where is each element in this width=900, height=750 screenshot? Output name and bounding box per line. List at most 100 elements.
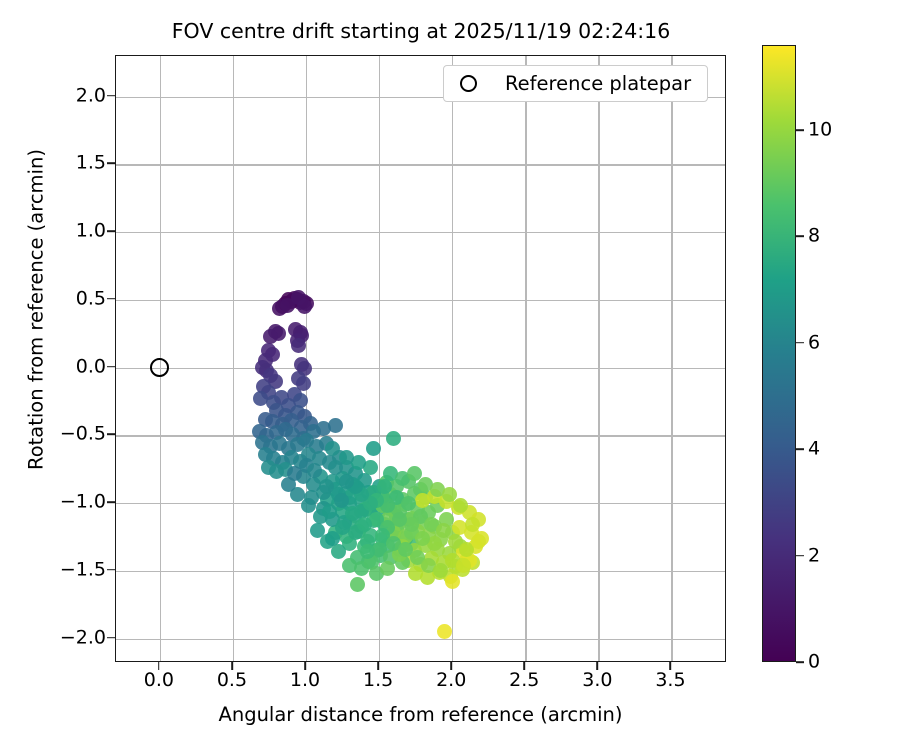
legend-box[interactable]: Reference platepar <box>443 65 709 102</box>
colorbar-tick-mark <box>796 661 804 663</box>
scatter-point <box>465 517 481 533</box>
x-tick-label: 0.0 <box>143 669 174 691</box>
scatter-point <box>324 441 340 457</box>
y-tick-mark <box>107 230 115 232</box>
x-tick-label: 2.5 <box>509 669 540 691</box>
scatter-point <box>356 517 372 533</box>
scatter-point <box>292 392 308 408</box>
scatter-point <box>310 522 326 538</box>
scatter-point <box>339 449 355 465</box>
x-tick-label: 1.5 <box>363 669 394 691</box>
gridline-vertical <box>525 56 527 661</box>
scatter-point <box>327 418 343 434</box>
colorbar-tick-label: 6 <box>808 331 821 354</box>
scatter-point <box>408 566 424 582</box>
scatter-point <box>365 441 381 457</box>
reference-platepar-marker <box>150 358 170 378</box>
scatter-point <box>471 533 486 549</box>
scatter-point <box>459 541 475 557</box>
gridline-horizontal <box>116 435 725 437</box>
scatter-point <box>286 465 302 481</box>
scatter-point <box>403 517 419 533</box>
plot-axes[interactable]: Reference platepar <box>115 55 726 662</box>
gridline-vertical <box>379 56 381 661</box>
gridline-horizontal <box>116 164 725 166</box>
gridline-vertical <box>671 56 673 661</box>
scatter-point <box>397 541 413 557</box>
scatter-point <box>424 517 440 533</box>
scatter-point <box>374 528 390 544</box>
gridline-horizontal <box>116 232 725 234</box>
scatter-point <box>456 557 472 573</box>
colorbar-tick-label: 4 <box>808 437 821 460</box>
colorbar[interactable] <box>762 45 796 662</box>
scatter-point <box>362 460 378 476</box>
scatter-point <box>406 465 422 481</box>
scatter-point <box>279 297 295 313</box>
scatter-point <box>427 536 443 552</box>
x-axis-tick-labels: 0.0 0.5 1.0 1.5 2.0 2.5 3.0 3.5 <box>115 671 726 697</box>
scatter-point <box>333 492 349 508</box>
x-tick-mark <box>596 662 599 670</box>
scatter-point <box>316 421 332 437</box>
colorbar-tick-mark <box>796 342 804 344</box>
scatter-point <box>321 503 337 519</box>
x-tick-label: 3.0 <box>582 669 613 691</box>
scatter-point <box>433 563 448 579</box>
scatter-point <box>304 490 320 506</box>
x-tick-mark <box>158 662 160 670</box>
scatter-point <box>377 479 393 495</box>
scatter-point <box>289 487 305 503</box>
scatter-point <box>452 520 467 535</box>
y-tick-label: −0.5 <box>59 422 106 445</box>
scatter-point <box>345 506 361 522</box>
scatter-point <box>351 454 367 470</box>
x-tick-mark <box>523 662 526 670</box>
scatter-point <box>386 430 402 446</box>
y-tick-label: 2.0 <box>75 84 106 107</box>
scatter-point <box>392 511 408 527</box>
y-tick-mark <box>107 501 115 503</box>
scatter-point <box>327 460 343 476</box>
scatter-layer <box>116 56 725 661</box>
chart-title: FOV centre drift starting at 2025/11/19 … <box>171 19 671 43</box>
gridline-horizontal <box>116 96 725 98</box>
scatter-point <box>380 560 396 576</box>
scatter-point <box>291 338 307 354</box>
scatter-point <box>368 566 384 582</box>
x-tick-mark <box>304 662 306 670</box>
y-tick-mark <box>107 94 115 97</box>
x-tick-mark <box>669 662 672 670</box>
y-axis-label: Rotation from reference (arcmin) <box>24 149 48 470</box>
gridline-horizontal <box>116 367 725 369</box>
scatter-point <box>409 549 425 565</box>
scatter-point <box>430 482 446 498</box>
scatter-point <box>307 463 323 479</box>
scatter-point <box>324 530 340 546</box>
scatter-point <box>253 391 269 407</box>
scatter-point <box>359 544 375 560</box>
scatter-point <box>444 574 460 590</box>
scatter-point <box>335 520 351 535</box>
scatter-point <box>453 498 469 514</box>
gridline-horizontal <box>116 638 725 640</box>
y-tick-label: 0.5 <box>75 287 106 310</box>
colorbar-tick-labels: 0 2 4 6 8 10 <box>796 45 866 671</box>
x-tick-label: 1.0 <box>289 669 321 691</box>
scatter-point <box>437 624 453 640</box>
y-tick-mark <box>107 298 115 300</box>
scatter-point <box>380 498 396 514</box>
scatter-point <box>447 533 463 549</box>
scatter-point <box>297 299 313 315</box>
y-tick-label: 1.0 <box>75 219 106 242</box>
colorbar-tick-mark <box>796 235 804 238</box>
gridline-vertical <box>598 56 600 661</box>
gridline-horizontal <box>116 299 725 302</box>
scatter-point <box>368 511 384 527</box>
x-axis-label: Angular distance from reference (arcmin) <box>218 703 623 726</box>
y-tick-label: −1.5 <box>59 558 106 581</box>
colorbar-tick-label: 2 <box>808 544 821 567</box>
scatter-point <box>415 530 431 546</box>
scatter-point <box>394 471 410 487</box>
colorbar-tick-label: 10 <box>808 118 833 141</box>
